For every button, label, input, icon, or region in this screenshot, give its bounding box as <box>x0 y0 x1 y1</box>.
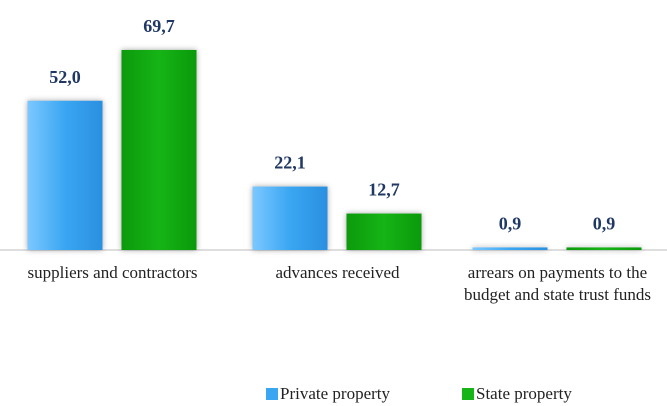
bar <box>27 100 103 250</box>
legend-swatch <box>462 388 474 400</box>
data-label: 52,0 <box>49 67 81 87</box>
data-label: 12,7 <box>368 180 400 200</box>
bar <box>472 247 548 250</box>
data-label: 0,9 <box>499 214 522 234</box>
legend-label: Private property <box>280 384 390 403</box>
bar <box>121 49 197 250</box>
bar <box>252 186 328 250</box>
bar <box>566 247 642 250</box>
legend-swatch <box>266 388 278 400</box>
x-tick-label: arrears on payments to the budget and st… <box>464 263 651 304</box>
data-label: 69,7 <box>143 16 175 36</box>
x-tick-label: suppliers and contractors <box>27 263 198 282</box>
bar <box>346 213 422 250</box>
data-label: 0,9 <box>593 214 616 234</box>
x-tick-label: advances received <box>275 263 400 282</box>
data-label: 22,1 <box>274 153 306 173</box>
legend-label: State property <box>476 384 572 403</box>
